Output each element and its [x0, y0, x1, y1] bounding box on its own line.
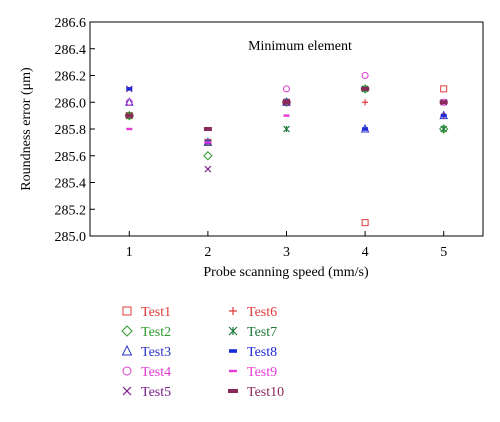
x-axis-label: Probe scanning speed (mm/s) [203, 265, 369, 280]
legend-item: Test7 [228, 325, 277, 340]
data-point [361, 86, 370, 91]
data-point [125, 98, 133, 106]
legend-label: Test3 [141, 345, 171, 360]
legend-marker [229, 369, 237, 373]
data-point [283, 114, 290, 117]
legend-label: Test7 [247, 325, 277, 340]
legend-marker [121, 344, 133, 356]
legend-marker [121, 325, 133, 337]
legend-marker [122, 366, 132, 376]
legend-marker [122, 306, 132, 316]
legend-item: Test5 [122, 385, 171, 400]
x-tick-label: 2 [204, 245, 211, 260]
data-point [361, 219, 369, 227]
legend-item: Test4 [122, 365, 171, 380]
data-points [124, 72, 449, 227]
data-point [361, 72, 369, 79]
y-axis: 285.0 285.2 285.4 285.6 285.8 286.0 286.2 286.4… [55, 16, 95, 245]
y-tick-label: 285.8 [55, 123, 87, 138]
legend-item: Test1 [122, 305, 171, 320]
y-tick-label: 286.0 [55, 96, 87, 111]
legend-label: Test6 [247, 305, 277, 320]
legend-label: Test2 [141, 325, 171, 340]
y-tick-label: 285.6 [55, 150, 87, 165]
data-point [125, 113, 134, 118]
legend-marker [229, 349, 237, 353]
y-tick-label: 286.2 [55, 70, 87, 85]
legend-item: Test8 [229, 345, 277, 360]
legend-label: Test9 [247, 365, 277, 380]
data-point [204, 165, 212, 173]
y-tick-label: 285.4 [55, 177, 87, 192]
legend-item: Test9 [229, 365, 277, 380]
legend-label: Test1 [141, 305, 171, 320]
data-point [440, 113, 447, 118]
legend-label: Test8 [247, 345, 277, 360]
legend-label: Test4 [141, 365, 171, 380]
x-tick-label: 4 [362, 245, 369, 260]
legend-item: Test6 [229, 305, 277, 320]
legend-item: Test10 [228, 385, 284, 400]
data-point [283, 85, 290, 93]
data-point [282, 100, 291, 105]
data-point [126, 127, 133, 131]
x-tick-label: 1 [126, 245, 133, 260]
y-tick-label: 285.2 [55, 203, 87, 218]
data-point [440, 85, 448, 93]
x-tick-label: 5 [440, 245, 447, 260]
legend: Test1 Test2 Test3 Test4 Test5 Test6 Test7 Test8… [121, 305, 284, 400]
y-axis-label: Roundness error (μm) [19, 67, 34, 191]
legend-item: Test2 [121, 325, 171, 340]
legend-marker [228, 326, 238, 336]
data-point [438, 124, 449, 134]
legend-label: Test10 [247, 385, 284, 400]
data-point [440, 125, 448, 133]
legend-marker [228, 389, 238, 393]
data-point [362, 127, 369, 131]
x-tick-label: 3 [283, 245, 290, 260]
legend-marker [122, 386, 132, 396]
legend-item: Test3 [121, 344, 171, 360]
chart-annotation: Minimum element [248, 39, 352, 54]
x-axis: 1 2 3 4 5 [126, 231, 447, 260]
data-point [203, 151, 213, 161]
data-point [439, 100, 448, 105]
data-point [203, 127, 212, 131]
data-point [204, 141, 211, 144]
legend-marker [229, 307, 237, 315]
y-tick-label: 286.6 [55, 16, 87, 31]
data-point [362, 99, 369, 106]
y-tick-label: 285.0 [55, 230, 87, 245]
y-tick-label: 286.4 [55, 43, 87, 58]
data-point [126, 87, 133, 91]
data-point [283, 125, 290, 133]
legend-label: Test5 [141, 385, 171, 400]
